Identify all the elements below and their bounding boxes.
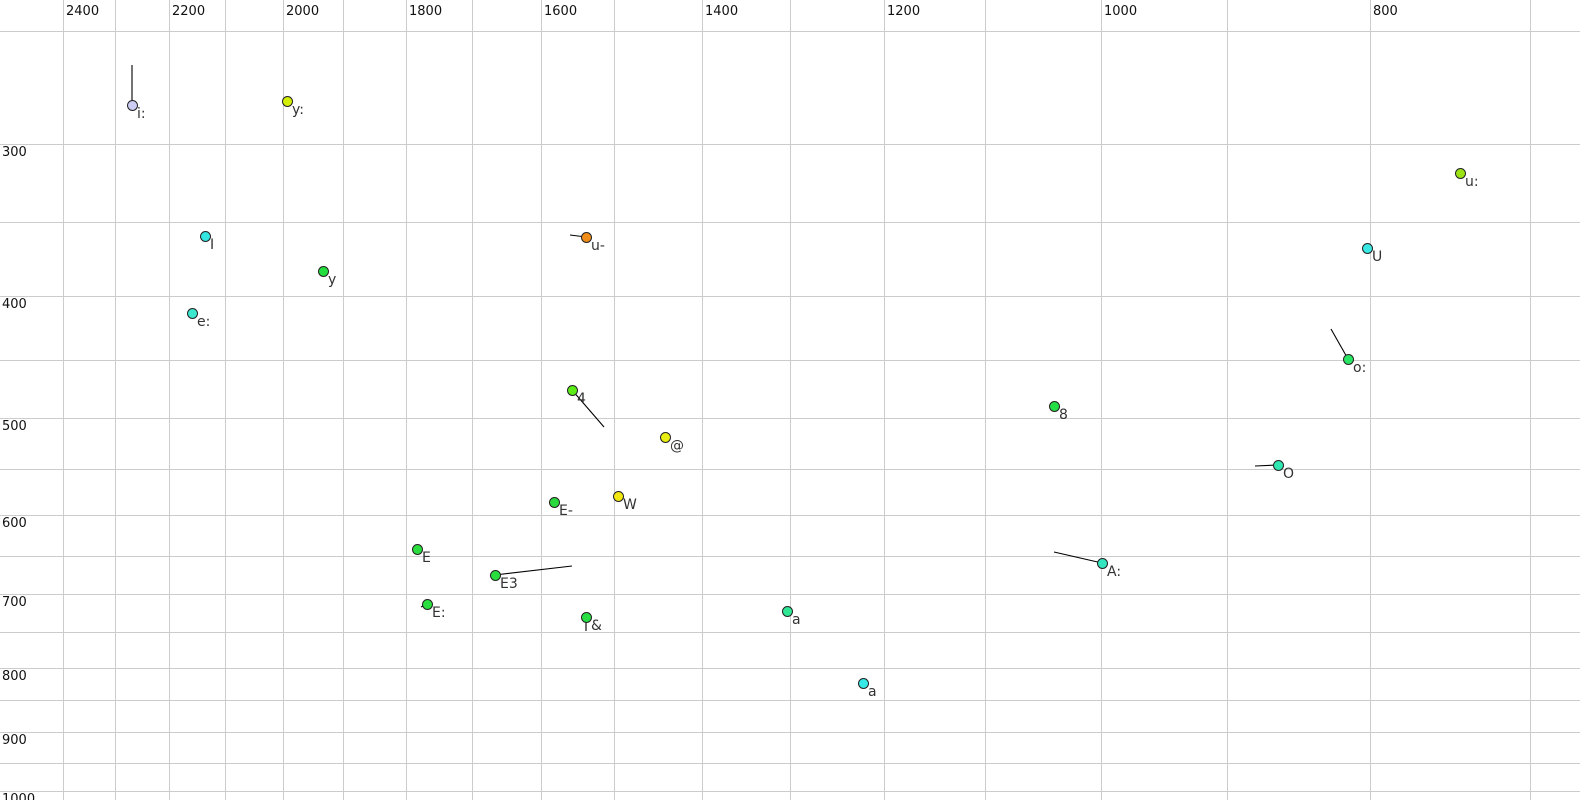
gridline-vertical: [1101, 0, 1102, 800]
data-point-marker[interactable]: [1272, 459, 1284, 471]
y-tick-label: 400: [2, 297, 27, 312]
x-tick-label: 1000: [1104, 4, 1138, 19]
data-point-label: i:: [137, 106, 146, 122]
gridline-horizontal: [0, 515, 1580, 516]
gridline-vertical: [790, 0, 791, 800]
data-point-marker[interactable]: [1342, 353, 1354, 365]
data-point-marker[interactable]: [659, 431, 671, 443]
x-tick-label: 1600: [544, 4, 578, 19]
data-point-marker[interactable]: [1096, 557, 1108, 569]
gridline-horizontal: [0, 594, 1580, 595]
data-point-marker[interactable]: [126, 99, 138, 111]
formant-vector-line: [1053, 551, 1103, 564]
data-point-label: E-: [559, 503, 573, 519]
x-tick-label: 2400: [66, 4, 100, 19]
data-point-marker[interactable]: [199, 230, 211, 242]
data-point-marker[interactable]: [186, 307, 198, 319]
data-point-marker[interactable]: [612, 490, 624, 502]
data-point-label: E3: [500, 576, 518, 592]
gridline-vertical: [343, 0, 344, 800]
gridline-horizontal: [0, 763, 1580, 764]
data-point-label: 8: [1059, 407, 1068, 423]
data-point-label: o:: [1353, 360, 1367, 376]
gridline-vertical: [115, 0, 116, 800]
data-point-marker[interactable]: [281, 95, 293, 107]
data-point-label: u:: [1465, 174, 1479, 190]
data-point-label: u-: [591, 238, 605, 254]
data-point-label: W: [623, 497, 637, 513]
data-point-label: @: [670, 438, 684, 454]
gridline-vertical: [985, 0, 986, 800]
gridline-vertical: [541, 0, 542, 800]
y-tick-label: 700: [2, 595, 27, 610]
data-point-label: A:: [1107, 564, 1122, 580]
gridline-horizontal: [0, 700, 1580, 701]
gridline-horizontal: [0, 632, 1580, 633]
data-point-label: a: [868, 684, 877, 700]
y-tick-label: 600: [2, 516, 27, 531]
gridline-horizontal: [0, 556, 1580, 557]
x-tick-label: 1200: [887, 4, 921, 19]
gridline-horizontal: [0, 296, 1580, 297]
data-point-marker[interactable]: [421, 598, 433, 610]
gridline-horizontal: [0, 732, 1580, 733]
gridline-vertical: [169, 0, 170, 800]
data-point-marker[interactable]: [1048, 400, 1060, 412]
gridline-vertical: [1530, 0, 1531, 800]
data-point-label: a: [792, 612, 801, 628]
data-point-label: &: [591, 618, 602, 634]
gridline-vertical: [472, 0, 473, 800]
data-point-marker[interactable]: [857, 677, 869, 689]
y-tick-label: 300: [2, 145, 27, 160]
x-tick-label: 2000: [286, 4, 320, 19]
gridline-vertical: [1227, 0, 1228, 800]
data-point-marker[interactable]: [317, 265, 329, 277]
y-tick-label: 800: [2, 669, 27, 684]
data-point-marker[interactable]: [411, 543, 423, 555]
gridline-horizontal: [0, 222, 1580, 223]
x-tick-label: 1800: [409, 4, 443, 19]
data-point-marker[interactable]: [548, 496, 560, 508]
gridline-horizontal: [0, 469, 1580, 470]
x-tick-label: 2200: [172, 4, 206, 19]
formant-vector-line: [494, 565, 573, 576]
data-point-marker[interactable]: [566, 384, 578, 396]
data-point-label: E:: [432, 605, 446, 621]
data-point-label: 4: [577, 391, 586, 407]
data-point-label: O: [1283, 466, 1295, 482]
data-point-label: E: [422, 550, 431, 566]
gridline-vertical: [63, 0, 64, 800]
gridline-vertical: [884, 0, 885, 800]
data-point-marker[interactable]: [1361, 242, 1373, 254]
gridline-horizontal: [0, 668, 1580, 669]
y-tick-label: 1000: [2, 792, 36, 800]
data-point-label: y: [328, 272, 337, 288]
y-tick-label: 500: [2, 419, 27, 434]
gridline-horizontal: [0, 144, 1580, 145]
data-point-marker[interactable]: [1454, 167, 1466, 179]
data-point-marker[interactable]: [489, 569, 501, 581]
gridline-vertical: [225, 0, 226, 800]
gridline-horizontal: [0, 418, 1580, 419]
gridline-vertical: [283, 0, 284, 800]
gridline-vertical: [614, 0, 615, 800]
x-tick-label: 800: [1373, 4, 1398, 19]
data-point-marker[interactable]: [580, 231, 592, 243]
gridline-horizontal: [0, 31, 1580, 32]
gridline-vertical: [406, 0, 407, 800]
data-point-label: y:: [292, 102, 304, 118]
data-point-label: I: [210, 237, 215, 253]
x-tick-label: 1400: [705, 4, 739, 19]
data-point-marker[interactable]: [580, 611, 592, 623]
gridline-vertical: [702, 0, 703, 800]
data-point-label: e:: [197, 314, 211, 330]
gridline-horizontal: [0, 360, 1580, 361]
gridline-vertical: [1370, 0, 1371, 800]
y-tick-label: 900: [2, 733, 27, 748]
data-point-marker[interactable]: [781, 605, 793, 617]
gridline-horizontal: [0, 791, 1580, 792]
data-point-label: U: [1372, 249, 1383, 265]
